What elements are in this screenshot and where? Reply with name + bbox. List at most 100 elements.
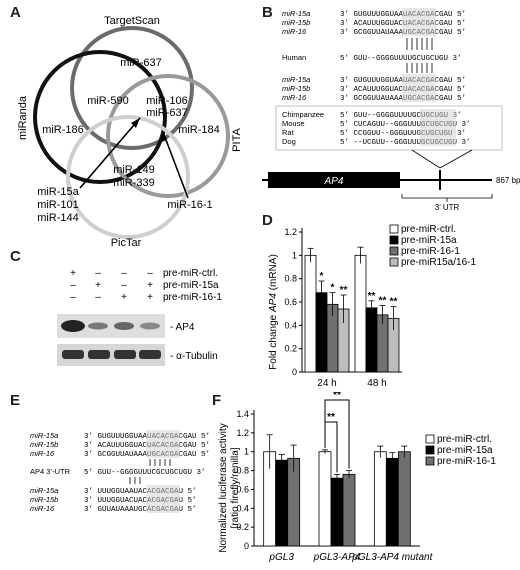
f-bracket-label: **: [327, 412, 335, 423]
c-sign-r3-l4: +: [147, 292, 153, 303]
e-mir-name-1: miR-15a: [30, 431, 58, 440]
b-mir-name-2: miR-15b: [282, 18, 310, 27]
venn-region-pictar-2: miR-339: [113, 177, 155, 189]
d-bar: [365, 307, 378, 373]
venn-region-pictar-1: miR-149: [113, 164, 155, 176]
venn-center-mir-1: miR-15a: [37, 186, 79, 198]
b-pairing-lines-top: [406, 38, 433, 50]
b-species-seq-4: 5’ --UCGUU--GGGUUUGCUGCUGU 3’: [340, 139, 471, 147]
d-legend-label: pre-miR-15a: [401, 235, 457, 246]
c-band-tub-2: [88, 350, 110, 359]
venn-region-ts-pita-2: miR-637: [146, 107, 188, 119]
b-species-2: Mouse: [282, 119, 305, 128]
d-bar: [304, 254, 317, 373]
f-y-tick-label: 0.4: [236, 503, 249, 513]
b-zoom-line-right: [439, 149, 473, 169]
venn-circle-pictar: [66, 115, 190, 239]
b-species-4: Dog: [282, 137, 296, 146]
panel-label-e: E: [10, 392, 21, 409]
d-legend-label: pre-miR-16-1: [401, 246, 460, 257]
b-seed-highlight-top: [402, 8, 436, 36]
c-sign-r1-l3: –: [121, 268, 127, 279]
panel-label-c: C: [10, 248, 21, 265]
f-bar: [342, 473, 356, 547]
arrow-center-head: [131, 118, 140, 128]
c-band-ap4-3: [114, 322, 134, 330]
f-legend-swatch: [425, 456, 435, 466]
c-sign-r2-l4: +: [147, 280, 153, 291]
f-y-tick-label: 0: [244, 541, 249, 551]
e-pairing-lines-top: [149, 459, 171, 466]
venn-region-pita-pictar: miR-16-1: [167, 199, 212, 211]
arrow-pita-pictar-line: [162, 131, 189, 199]
c-sign-r1-l2: –: [95, 268, 101, 279]
arrow-center-line: [79, 117, 141, 189]
venn-region-targetscan: miR-637: [120, 57, 162, 69]
b-mir-name-1: miR-15a: [282, 9, 310, 18]
e-pairing-lines-bot: [129, 477, 141, 484]
panel-c-western: + – – – – + – + – – + + pre-miR-ctrl. pr…: [57, 268, 222, 366]
f-bar: [330, 477, 344, 547]
c-sign-r2-l2: +: [95, 280, 101, 291]
venn-circle-targetscan: [70, 26, 194, 150]
panel-label-a: A: [10, 4, 21, 21]
chart-f: Normalized luciferase activity [ratio fi…: [218, 392, 496, 563]
d-y-tick-label: 0.4: [284, 320, 297, 330]
d-significance-label: **: [340, 285, 348, 296]
f-y-axis-label-2: [ratio firefly/renilla]: [230, 447, 241, 528]
c-band-tub-3: [114, 350, 136, 359]
c-blot-tubulin: [57, 344, 165, 366]
e-mir-bot-seq-2: 3’ UUUGGUACUACACGACGAU 5’: [84, 497, 197, 505]
f-y-tick-label: 0.6: [236, 484, 249, 494]
f-legend-label: pre-miR-ctrl.: [437, 434, 492, 445]
d-bar: [315, 292, 328, 373]
f-bar: [318, 451, 332, 547]
venn-region-pita: miR-184: [178, 124, 220, 136]
f-y-tick-label: 0.2: [236, 522, 249, 532]
c-band-ap4-4: [140, 322, 160, 330]
b-gene-label: AP4: [324, 176, 344, 187]
f-legend-swatch: [425, 434, 435, 444]
d-significance-label: *: [331, 283, 335, 294]
d-legend-label: pre-miR-ctrl.: [401, 224, 456, 235]
c-sign-r1-l1: +: [70, 268, 76, 279]
arrow-pita-pictar-head: [160, 132, 167, 142]
b-species-box: [275, 105, 503, 151]
venn-diagram: TargetScan miRanda PITA PicTar miR-637 m…: [17, 15, 243, 248]
b-species-1: Chimpanzee: [282, 110, 324, 119]
d-significance-label: **: [390, 297, 398, 308]
e-mir-bot-name-3: miR-16: [30, 504, 55, 513]
panel-label-f: F: [212, 392, 222, 409]
c-band-label-ap4: - AP4: [170, 322, 195, 333]
f-y-tick-label: 1: [244, 447, 249, 457]
e-mir-bot-name-1: miR-15a: [30, 486, 58, 495]
venn-label-pictar: PicTar: [111, 237, 142, 248]
b-species-seq-3: 5’ CCGGUU--GGGUUUGCUGCUGU 3’: [340, 130, 466, 138]
b-mir-mid-name-1: miR-15a: [282, 75, 310, 84]
f-significance-bracket: [324, 399, 350, 469]
f-category-label: pGL3-AP4: [313, 552, 361, 563]
venn-label-pita: PITA: [231, 128, 243, 152]
b-species-3: Rat: [282, 128, 295, 137]
venn-region-miranda: miR-186: [42, 124, 84, 136]
panel-e-alignment: miR-15a miR-15b miR-16 3’ GUGUUUGGUAAUAC…: [30, 430, 210, 514]
d-category-label: 24 h: [317, 378, 336, 389]
f-y-tick-label: 1.2: [236, 428, 249, 438]
d-y-axis-label: Fold change AP4 (mRNA): [268, 254, 279, 370]
e-mir-bot-name-2: miR-15b: [30, 495, 58, 504]
f-legend-label: pre-miR-15a: [437, 445, 493, 456]
e-mir-bot-seq-3: 3’ GUUAUAAAUGCACGACGAU 5’: [84, 506, 197, 514]
panel-label-d: D: [262, 212, 273, 229]
e-mir-name-2: miR-15b: [30, 440, 58, 449]
c-band-ap4-2: [88, 322, 108, 330]
b-ap4-cds-box: [268, 172, 400, 188]
d-category-label: 48 h: [367, 378, 386, 389]
b-pairing-lines-mid: [406, 63, 433, 73]
f-legend-label: pre-miR-16-1: [437, 456, 496, 467]
d-y-tick-label: 0.8: [284, 274, 297, 284]
d-legend-swatch: [389, 235, 399, 245]
f-category-label: pGL3-AP4 mutant: [351, 552, 433, 563]
panel-b-alignment: miR-15a miR-15b miR-16 3’ GUGUUUGGUAAUAC…: [262, 8, 520, 212]
f-category-label: pGL3: [268, 552, 294, 563]
b-species-seq-1: 5’ GUU--GGGGUUUUGCUGCUGU 3’: [340, 112, 462, 120]
